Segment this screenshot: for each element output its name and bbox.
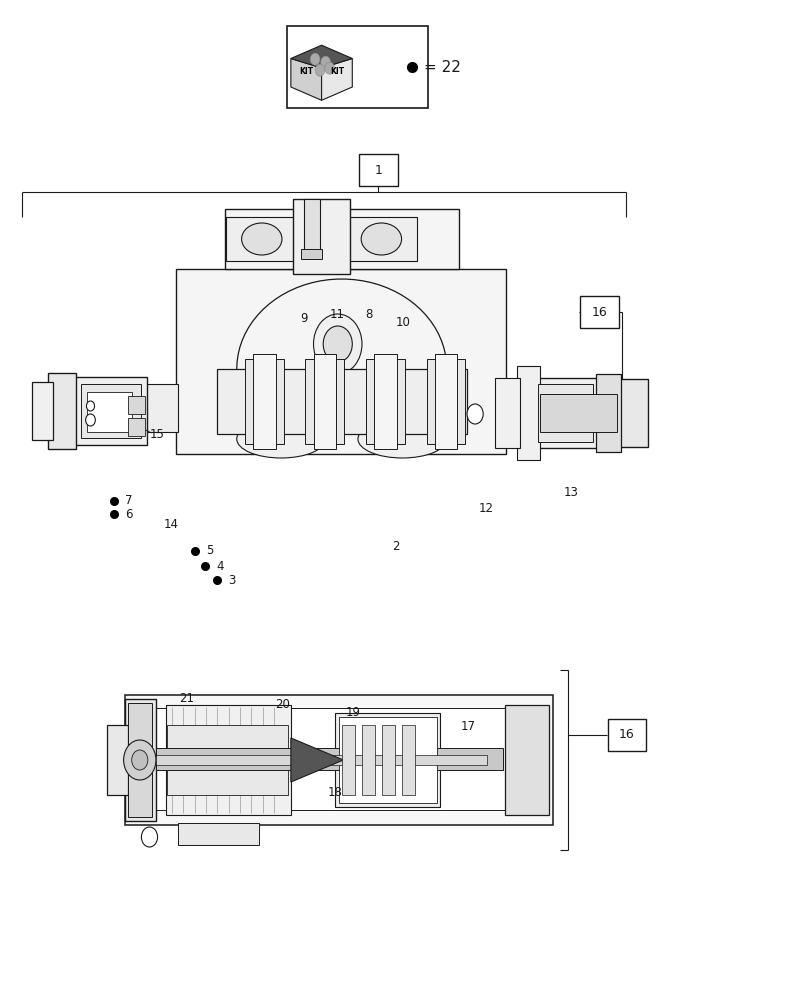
Text: 4: 4: [217, 560, 224, 572]
Ellipse shape: [358, 420, 447, 458]
Polygon shape: [291, 738, 343, 782]
Ellipse shape: [361, 223, 402, 255]
Bar: [245, 359, 284, 444]
Polygon shape: [322, 58, 352, 100]
Bar: [374, 354, 397, 449]
Bar: [293, 199, 350, 274]
Bar: [335, 713, 440, 807]
Circle shape: [321, 56, 330, 68]
Circle shape: [132, 750, 148, 770]
Text: 19: 19: [346, 706, 361, 720]
Bar: [366, 359, 405, 444]
Bar: [87, 392, 132, 432]
Bar: [128, 418, 145, 436]
Text: 9: 9: [301, 312, 308, 324]
Bar: [226, 217, 297, 261]
Bar: [314, 354, 336, 449]
Text: 6: 6: [125, 508, 133, 520]
Bar: [382, 725, 395, 795]
Bar: [608, 719, 646, 751]
Bar: [580, 296, 619, 328]
Bar: [435, 354, 457, 449]
Text: 7: 7: [125, 494, 133, 508]
Bar: [32, 382, 53, 440]
Bar: [156, 748, 503, 770]
Bar: [596, 374, 621, 452]
Bar: [225, 209, 459, 269]
Text: 5: 5: [206, 544, 213, 558]
Bar: [137, 708, 541, 810]
Bar: [304, 199, 320, 254]
Polygon shape: [291, 45, 352, 68]
Text: 11: 11: [330, 308, 345, 320]
Bar: [402, 725, 415, 795]
Bar: [301, 249, 322, 259]
Bar: [342, 725, 355, 795]
Text: 10: 10: [396, 316, 410, 328]
Circle shape: [323, 326, 352, 362]
Text: 14: 14: [163, 518, 179, 530]
Bar: [81, 384, 141, 438]
Text: 3: 3: [229, 574, 236, 586]
Bar: [125, 699, 156, 821]
Bar: [128, 396, 145, 414]
Bar: [107, 725, 128, 795]
Bar: [287, 26, 428, 108]
Bar: [48, 373, 76, 449]
Bar: [538, 384, 593, 442]
Bar: [359, 154, 398, 186]
Text: KIT: KIT: [330, 67, 344, 76]
Bar: [144, 384, 178, 432]
Text: 8: 8: [365, 308, 372, 320]
Text: 16: 16: [619, 728, 635, 742]
Bar: [156, 755, 487, 765]
Bar: [427, 359, 465, 444]
Circle shape: [124, 740, 156, 780]
Bar: [176, 269, 506, 454]
Bar: [253, 354, 276, 449]
Bar: [495, 378, 520, 448]
Bar: [616, 379, 648, 447]
Bar: [346, 217, 417, 261]
Text: 13: 13: [564, 487, 579, 499]
Text: 21: 21: [179, 692, 195, 706]
Circle shape: [310, 53, 320, 65]
Circle shape: [141, 827, 158, 847]
Bar: [517, 366, 540, 460]
Text: KIT: KIT: [299, 67, 314, 76]
Bar: [540, 394, 617, 432]
Bar: [178, 823, 259, 845]
Bar: [339, 717, 437, 803]
Bar: [533, 378, 598, 448]
Circle shape: [86, 401, 95, 411]
Ellipse shape: [242, 223, 282, 255]
Bar: [305, 359, 344, 444]
Circle shape: [467, 404, 483, 424]
Text: 15: 15: [149, 428, 164, 440]
Bar: [506, 389, 538, 437]
Bar: [125, 695, 553, 825]
Text: 20: 20: [275, 698, 289, 712]
Polygon shape: [291, 58, 322, 100]
Text: 1: 1: [374, 163, 382, 176]
Bar: [167, 725, 288, 795]
Bar: [166, 705, 291, 815]
Ellipse shape: [237, 420, 326, 458]
Bar: [362, 725, 375, 795]
Circle shape: [86, 414, 95, 426]
Text: 12: 12: [478, 502, 494, 514]
Circle shape: [314, 314, 362, 374]
Bar: [128, 703, 152, 817]
Circle shape: [315, 64, 325, 76]
Text: 18: 18: [327, 786, 342, 798]
Text: = 22: = 22: [424, 60, 461, 75]
Bar: [74, 377, 147, 445]
Text: 16: 16: [591, 306, 608, 318]
Circle shape: [325, 62, 335, 74]
Bar: [505, 705, 549, 815]
Text: 17: 17: [461, 720, 476, 734]
Text: 2: 2: [392, 540, 399, 552]
Bar: [217, 369, 467, 434]
